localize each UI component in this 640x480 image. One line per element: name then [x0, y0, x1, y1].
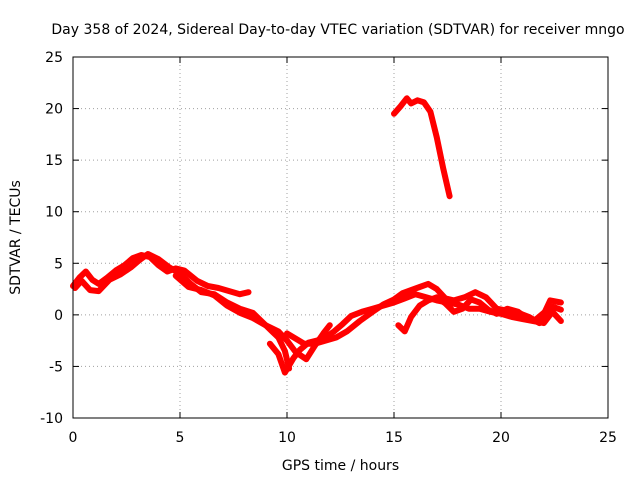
y-tick-label: -5: [49, 359, 63, 375]
series-line-sat-track-3: [172, 272, 333, 363]
x-tick-label: 5: [176, 430, 185, 446]
y-tick-label: 10: [45, 205, 63, 221]
plot-frame: [72, 56, 609, 419]
y-tick-label: 25: [45, 50, 63, 66]
series-line-sat-track-4: [266, 291, 564, 376]
x-tick-label: 20: [492, 430, 510, 446]
series-layer: [70, 95, 564, 376]
grid-layer: [73, 57, 608, 418]
y-tick-label: 20: [45, 102, 63, 118]
y-tick-label: 5: [54, 256, 63, 272]
x-tick-label: 25: [599, 430, 617, 446]
x-tick-label: 0: [69, 430, 78, 446]
y-tick-label: -10: [40, 411, 63, 427]
x-tick-label: 15: [385, 430, 403, 446]
y-tick-label: 15: [45, 153, 63, 169]
y-axis-label: SDTVAR / TECUs: [8, 180, 24, 295]
series-line-sat-track-6: [395, 294, 564, 335]
series-line-sat-track-7: [391, 95, 453, 200]
chart-title: Day 358 of 2024, Sidereal Day-to-day VTE…: [51, 22, 624, 38]
x-tick-label: 10: [278, 430, 296, 446]
y-tick-label: 0: [54, 308, 63, 324]
ticks-layer: 0 5 10 15 20 25 -10 -5 0 5 10 15 20 25: [40, 50, 617, 446]
x-axis-label: GPS time / hours: [282, 458, 399, 474]
